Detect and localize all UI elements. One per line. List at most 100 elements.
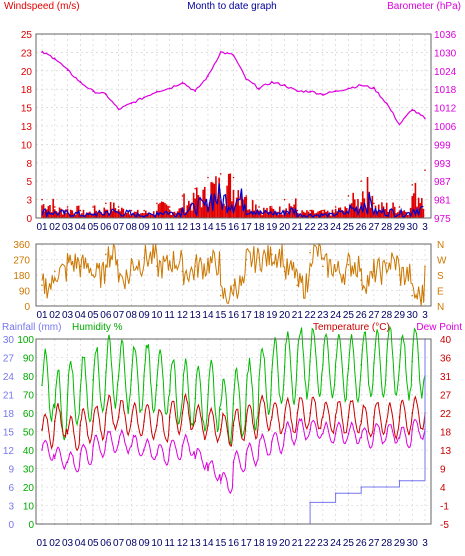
wind-direction-panel-frame [35, 243, 432, 307]
rain-tick-label: 15 [3, 428, 15, 439]
humidity-tick-label: 70 [23, 391, 35, 402]
x-tick-label: 08 [126, 538, 138, 549]
x-tick-label: 01 [36, 222, 48, 233]
barometer-tick-label: 1018 [434, 85, 457, 96]
wind-direction-point [79, 265, 82, 268]
wind-direction-point [411, 294, 414, 297]
temperature-point [322, 416, 324, 418]
dew-point-point [245, 453, 248, 455]
x-tick-label: 20 [279, 538, 291, 549]
wind-direction-point [156, 265, 158, 268]
temperature-point [271, 416, 273, 418]
wind-tick-label: 15 [21, 104, 33, 115]
barometer-tick-label: 1006 [434, 122, 457, 133]
gust-point [194, 187, 196, 190]
humidity-tick-label: 90 [23, 354, 35, 365]
barometer-tick-label: 1012 [434, 104, 457, 115]
x-tick-label: 05 [88, 310, 100, 321]
humidity-point [283, 365, 286, 368]
barometer-point [258, 87, 260, 90]
x-tick-label: 10 [151, 310, 163, 321]
x-tick-label: 02 [49, 538, 61, 549]
gust-point [296, 209, 299, 212]
direction-tick-label: 90 [19, 287, 31, 298]
humidity-point [411, 360, 414, 363]
x-tick-label: 23 [317, 310, 329, 321]
rainfall-label: Rainfall (mm) [2, 322, 61, 333]
x-tick-label: 26 [356, 538, 368, 549]
barometer-label: Barometer (hPa) [387, 1, 461, 12]
x-tick-label: 11 [164, 310, 175, 321]
x-tick-label: 30 [407, 310, 419, 321]
dew-point-point [168, 449, 171, 451]
gust-point [322, 209, 324, 212]
x-tick-label: 04 [75, 538, 87, 549]
dew-point-point [79, 453, 82, 455]
dew-point-point [92, 445, 94, 447]
dew-point-point [207, 469, 209, 472]
temperature-point [219, 428, 222, 431]
x-tick-label: 26 [356, 310, 368, 321]
temperature-point [181, 412, 184, 414]
temperature-point [117, 416, 120, 418]
humidity-point [245, 393, 248, 396]
x-tick-label: 11 [164, 538, 175, 549]
temperature-point [245, 420, 248, 423]
x-tick-label: 01 [36, 310, 48, 321]
x-tick-label: 07 [113, 222, 125, 233]
temperature-tick-label: 40 [440, 335, 452, 346]
x-tick-label: 28 [381, 310, 393, 321]
grid-layer [36, 33, 431, 525]
wind-tick-label: 8 [26, 159, 32, 170]
gust-point [283, 198, 286, 201]
x-tick-label: 10 [151, 538, 163, 549]
barometer-point [245, 78, 248, 81]
rain-tick-label: 18 [3, 409, 15, 420]
dew-point-point [385, 432, 388, 435]
x-tick-label: 22 [305, 538, 317, 549]
temperature-series [41, 392, 426, 452]
x-tick-label: 21 [292, 310, 304, 321]
x-tick-label: 18 [253, 310, 265, 321]
gust-point [130, 209, 133, 212]
x-tick-label: 10 [151, 222, 163, 233]
x-tick-label: 20 [279, 310, 291, 321]
x-tick-label: 30 [407, 222, 419, 233]
wind-direction-point [245, 258, 248, 261]
x-tick-label: 02 [49, 222, 61, 233]
gust-point [373, 202, 375, 205]
gust-point [53, 206, 56, 208]
humidity-series [41, 325, 426, 445]
barometer-point [194, 90, 196, 93]
x-tick-label: 16 [228, 222, 240, 233]
humidity-point [309, 360, 311, 363]
humidity-point [66, 393, 69, 396]
temperature-point [41, 428, 43, 431]
wind-direction-point [143, 256, 145, 259]
gust-point [411, 184, 414, 186]
humidity-point [232, 402, 235, 405]
gust-point [92, 206, 94, 208]
gust-point [156, 202, 158, 205]
humidity-point [53, 402, 56, 405]
temperature-tick-label: 18 [440, 428, 452, 439]
barometer-point [347, 87, 350, 90]
x-tick-label: 04 [75, 222, 87, 233]
wind-tick-label: 0 [26, 214, 32, 225]
wind-direction-point [258, 256, 260, 259]
x-tick-label: 09 [139, 222, 151, 233]
rain-tick-label: 3 [8, 502, 14, 513]
barometer-point [398, 123, 401, 126]
rain-tick-label: 6 [8, 483, 14, 494]
humidity-tick-label: 30 [23, 465, 35, 476]
x-tick-label: 12 [177, 310, 189, 321]
rainfall-point [373, 486, 375, 488]
direction-tick-label: 270 [13, 256, 30, 267]
x-tick-label: 14 [202, 310, 214, 321]
barometer-point [66, 69, 69, 71]
humidity-tick-label: 100 [17, 335, 34, 346]
barometer-point [92, 90, 94, 93]
humidity-tick-label: 20 [23, 483, 35, 494]
wind-direction-point [271, 253, 273, 256]
temperature-point [92, 420, 94, 423]
